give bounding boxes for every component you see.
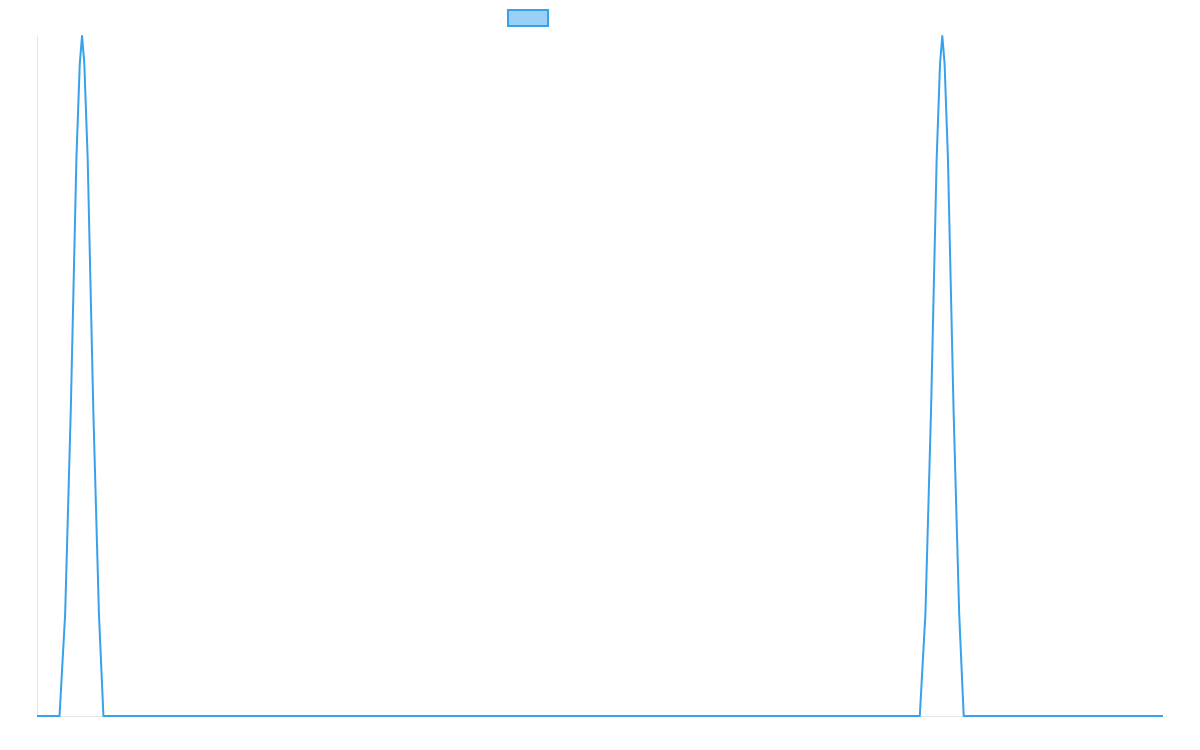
axes <box>37 36 1163 717</box>
series-line-0 <box>37 35 1163 717</box>
legend[interactable] <box>507 9 549 27</box>
series-layer <box>37 35 1163 717</box>
legend-swatch-0[interactable] <box>507 9 549 27</box>
